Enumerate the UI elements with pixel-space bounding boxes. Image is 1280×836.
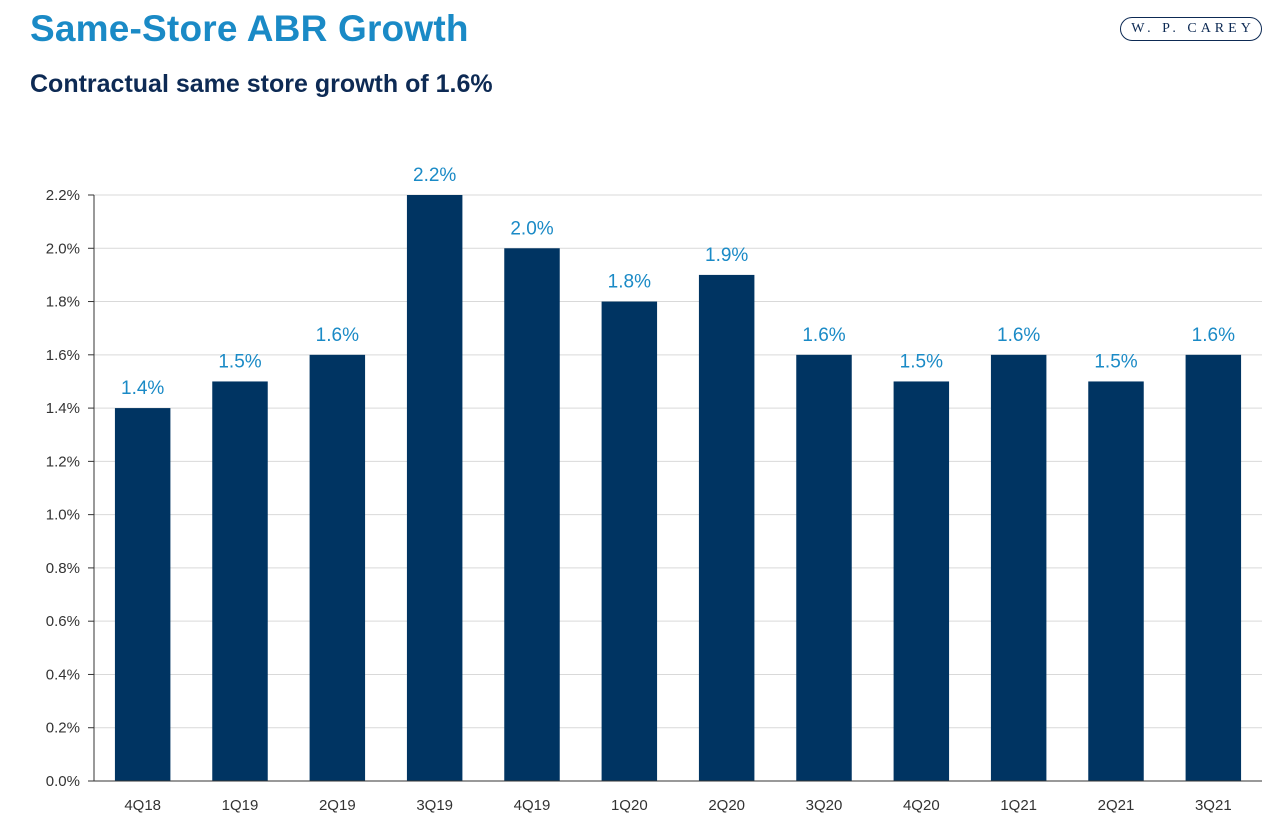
y-tick-label: 2.2% (46, 187, 80, 204)
x-tick-label: 1Q20 (611, 797, 648, 814)
x-tick-label: 4Q19 (514, 797, 551, 814)
data-label: 1.9% (705, 245, 748, 266)
page-subtitle: Contractual same store growth of 1.6% (30, 70, 493, 98)
bar (114, 408, 171, 781)
y-tick-label: 0.4% (46, 666, 80, 683)
axes (88, 194, 1262, 782)
bar (1088, 381, 1144, 781)
data-label: 1.6% (997, 325, 1040, 346)
company-logo: W. P. CAREY (1120, 17, 1262, 41)
data-label: 2.0% (510, 218, 553, 239)
bar (601, 301, 658, 781)
data-label: 1.5% (218, 351, 261, 372)
y-tick-label: 0.2% (46, 720, 80, 737)
x-tick-label: 2Q21 (1098, 797, 1135, 814)
y-tick-label: 0.6% (46, 613, 80, 630)
y-tick-label: 2.0% (46, 240, 80, 257)
x-tick-label: 1Q19 (222, 797, 259, 814)
bar (698, 274, 755, 781)
data-label: 1.5% (900, 351, 943, 372)
data-label: 2.2% (413, 165, 456, 186)
y-tick-label: 0.8% (46, 560, 80, 577)
bar (990, 354, 1047, 781)
x-tick-label: 2Q19 (319, 797, 356, 814)
data-label: 1.5% (1094, 351, 1137, 372)
data-label: 1.6% (1192, 325, 1235, 346)
data-label: 1.6% (316, 325, 359, 346)
bar (504, 248, 560, 782)
y-tick-label: 0.0% (46, 773, 80, 790)
y-tick-label: 1.8% (46, 294, 80, 311)
labels: 0.0% 0.2% 0.4% 0.6% 0.8% 1.0% 1.2% 1.4% 1.6% 1.8%… (46, 165, 1235, 814)
x-tick-label: 3Q21 (1195, 797, 1232, 814)
x-tick-label: 4Q18 (124, 797, 161, 814)
x-tick-label: 3Q20 (806, 797, 843, 814)
bar (212, 381, 268, 781)
data-label: 1.4% (121, 378, 164, 399)
x-tick-label: 4Q20 (903, 797, 940, 814)
bar (309, 354, 366, 781)
y-tick-label: 1.4% (46, 400, 80, 417)
y-tick-label: 1.6% (46, 347, 80, 364)
data-label: 1.8% (608, 272, 651, 293)
x-tick-label: 2Q20 (708, 797, 745, 814)
x-tick-label: 3Q19 (416, 797, 453, 814)
y-tick-label: 1.0% (46, 507, 80, 524)
bar (796, 354, 852, 781)
bar (1185, 354, 1242, 781)
bar (406, 195, 463, 781)
bar (893, 381, 950, 781)
data-label: 1.6% (802, 325, 845, 346)
page-title: Same-Store ABR Growth (30, 8, 469, 49)
gridlines (94, 194, 1262, 729)
bars (114, 195, 1242, 782)
x-tick-label: 1Q21 (1000, 797, 1037, 814)
y-tick-label: 1.2% (46, 453, 80, 470)
